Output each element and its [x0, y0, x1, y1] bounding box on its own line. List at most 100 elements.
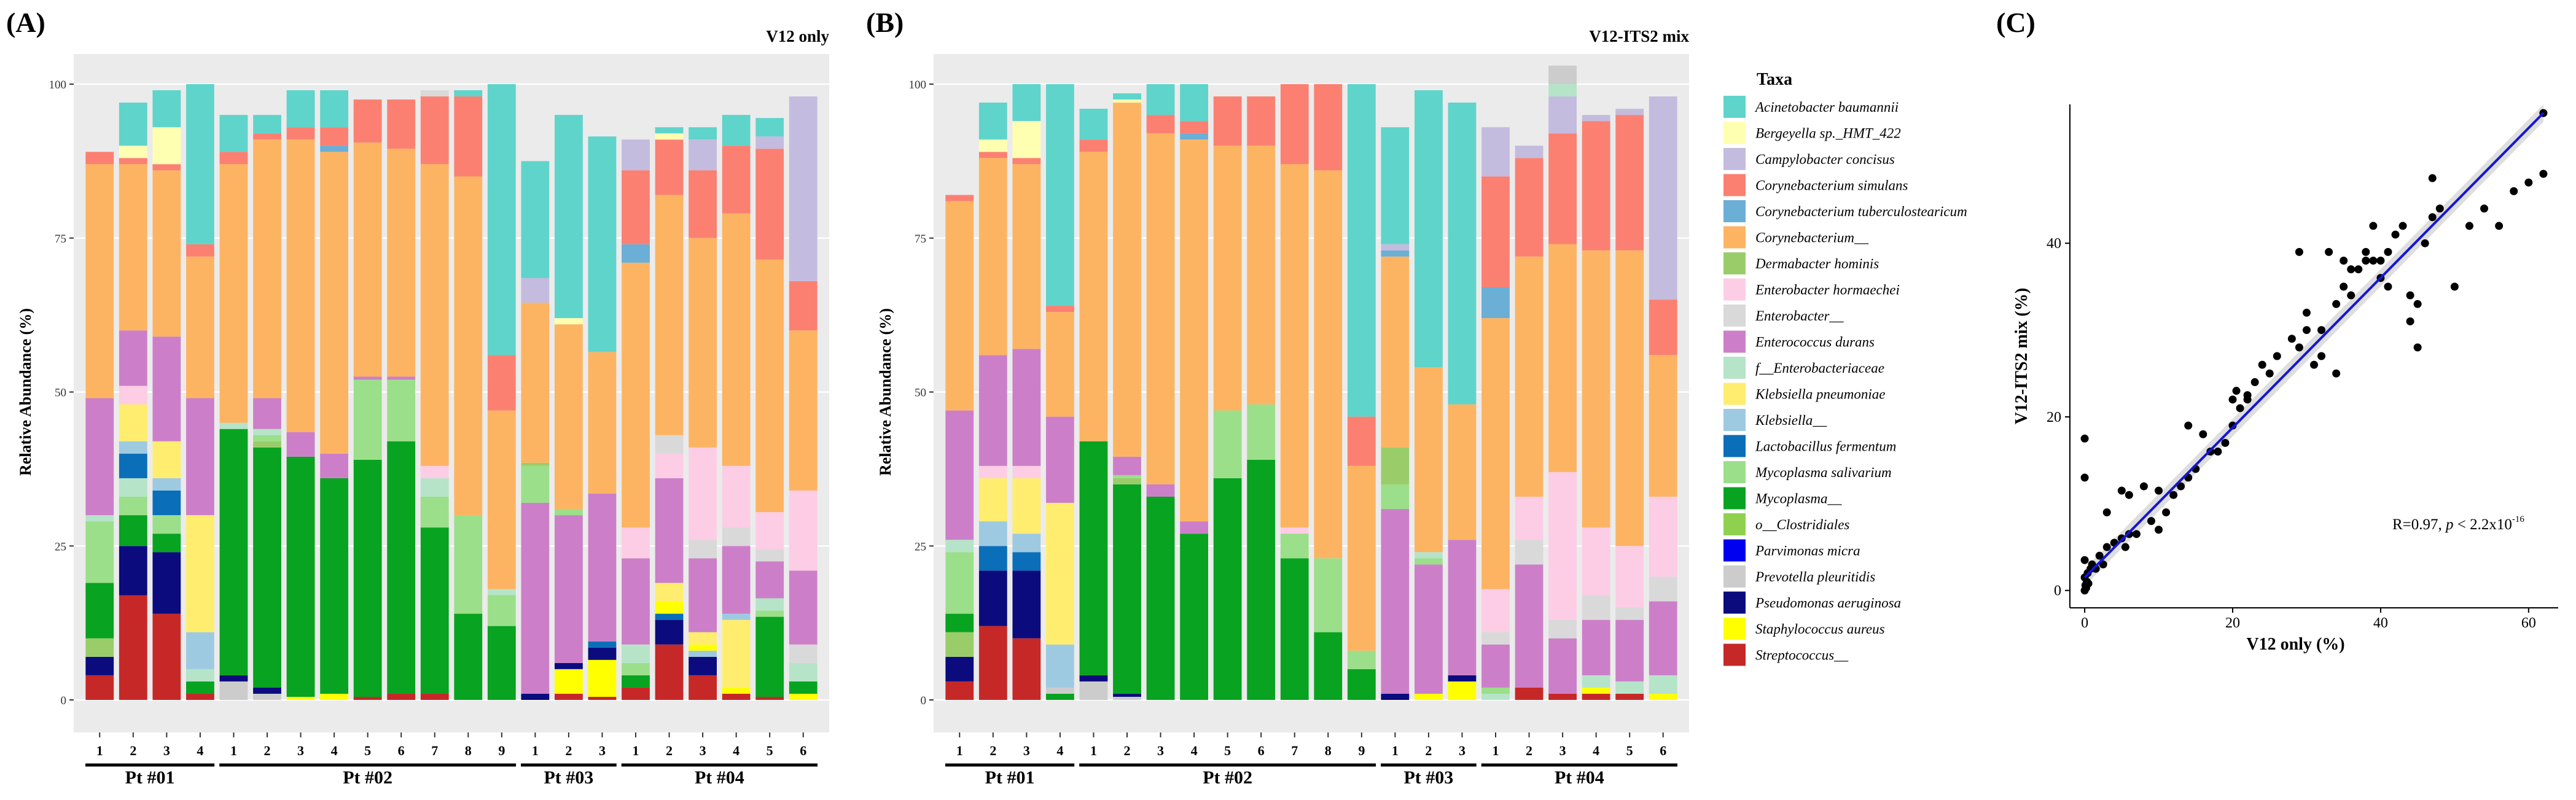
- bar-segment: [1213, 478, 1242, 700]
- scatter-point: [2265, 369, 2274, 378]
- stacked-bar: [555, 115, 583, 700]
- bar-segment: [555, 669, 583, 694]
- bar-segment: [353, 99, 382, 143]
- bar-segment: [320, 127, 348, 146]
- bar-segment: [1079, 109, 1108, 140]
- legend-item: Corynebacterium simulans: [1723, 174, 1908, 196]
- bar-segment: [487, 595, 516, 626]
- bar-segment: [186, 515, 214, 632]
- bar-segment: [1381, 693, 1410, 700]
- scatter-point: [2155, 486, 2163, 495]
- bar-segment: [186, 681, 214, 694]
- bar-segment: [119, 546, 147, 596]
- scatter-point: [2132, 530, 2141, 538]
- stacked-bar: [1046, 84, 1074, 700]
- bar-segment: [755, 598, 784, 611]
- bar-segment: [1415, 367, 1443, 553]
- bar-segment: [186, 693, 214, 700]
- bar-segment: [85, 638, 114, 657]
- legend-swatch: [1723, 487, 1746, 510]
- bar-segment: [119, 404, 147, 441]
- bar-segment: [1515, 540, 1544, 565]
- bar-segment: [1280, 164, 1309, 528]
- x-tick-label: 9: [498, 743, 505, 758]
- bar-segment: [1515, 256, 1544, 497]
- scatter-point: [2465, 222, 2473, 230]
- bar-segment: [555, 662, 583, 669]
- legend-label: Prevotella pleuritidis: [1755, 569, 1875, 584]
- stacked-bar: [487, 84, 516, 700]
- stacked-bar: [353, 99, 382, 700]
- bar-segment: [119, 497, 147, 516]
- scatter-point: [2295, 343, 2303, 352]
- bar-segment: [1113, 478, 1141, 484]
- bar-segment: [555, 515, 583, 663]
- bar-segment: [1146, 133, 1175, 484]
- bar-segment: [555, 115, 583, 319]
- bar-segment: [789, 570, 818, 645]
- bar-segment: [85, 164, 114, 398]
- x-tick-label: 3: [1459, 743, 1466, 758]
- bar-segment: [1381, 256, 1410, 448]
- stacked-bar: [1615, 109, 1644, 700]
- scatter-point: [2080, 556, 2089, 564]
- bar-segment: [1079, 139, 1108, 152]
- scatter-point: [2340, 282, 2348, 291]
- bar-segment: [655, 127, 684, 134]
- legend-item: f__Enterobacteriaceae: [1723, 357, 1884, 379]
- y-tick-label: 0: [921, 694, 927, 707]
- legend-item: Enterobacter__: [1723, 305, 1844, 327]
- bar-segment: [1415, 558, 1443, 565]
- bar-segment: [622, 662, 650, 675]
- group-label: Pt #02: [1203, 767, 1252, 788]
- y-tick-label: 75: [915, 233, 926, 246]
- bar-segment: [85, 515, 114, 522]
- bar-segment: [1548, 619, 1577, 639]
- bar-segment: [1615, 115, 1644, 250]
- bar-segment: [1481, 127, 1510, 177]
- bar-segment: [1280, 527, 1309, 534]
- bar-segment: [186, 632, 214, 669]
- bar-segment: [1280, 534, 1309, 559]
- bar-segment: [387, 379, 416, 441]
- bar-segment: [622, 558, 650, 645]
- x-tick-label: 2: [264, 743, 271, 758]
- panel-title: V12-ITS2 mix: [1589, 27, 1689, 45]
- bar-segment: [1548, 638, 1577, 694]
- bar-segment: [1046, 644, 1074, 688]
- scatter-point: [2302, 326, 2311, 335]
- bar-segment: [219, 164, 248, 423]
- bar-segment: [789, 330, 818, 491]
- scatter-point: [2102, 543, 2111, 551]
- bar-segment: [1012, 158, 1041, 165]
- bar-segment: [588, 641, 617, 648]
- x-tick-label: 60: [2521, 615, 2536, 631]
- bar-segment: [1615, 619, 1644, 682]
- scatter-point: [2369, 256, 2378, 265]
- bar-segment: [152, 534, 181, 553]
- bar-segment: [1381, 244, 1410, 250]
- bar-segment: [1548, 693, 1577, 700]
- stacked-bar: [1448, 103, 1477, 700]
- scatter-point: [2406, 317, 2414, 325]
- legend-item: Streptococcus__: [1723, 643, 1849, 666]
- scatter-point: [2258, 360, 2266, 369]
- bar-segment: [945, 552, 974, 614]
- panel-c: (C) 0 20 40 60 0 20 40 V12 only (%) V12-ITS2 mix …: [1996, 7, 2558, 654]
- bar-segment: [945, 410, 974, 540]
- stacked-bar: [1481, 127, 1510, 700]
- bar-segment: [387, 441, 416, 694]
- legend-item: Enterococcus durans: [1723, 330, 1875, 353]
- bar-segment: [1280, 558, 1309, 700]
- stacked-bar: [1548, 65, 1577, 700]
- bar-segment: [1649, 497, 1677, 577]
- bar-segment: [1079, 152, 1108, 441]
- bar-segment: [1046, 312, 1074, 417]
- bar-segment: [487, 589, 516, 596]
- bar-segment: [1180, 139, 1208, 522]
- bar-segment: [945, 681, 974, 700]
- scatter-point: [2232, 387, 2241, 395]
- stacked-bar: [1213, 96, 1242, 700]
- x-tick-label: 1: [1090, 743, 1097, 758]
